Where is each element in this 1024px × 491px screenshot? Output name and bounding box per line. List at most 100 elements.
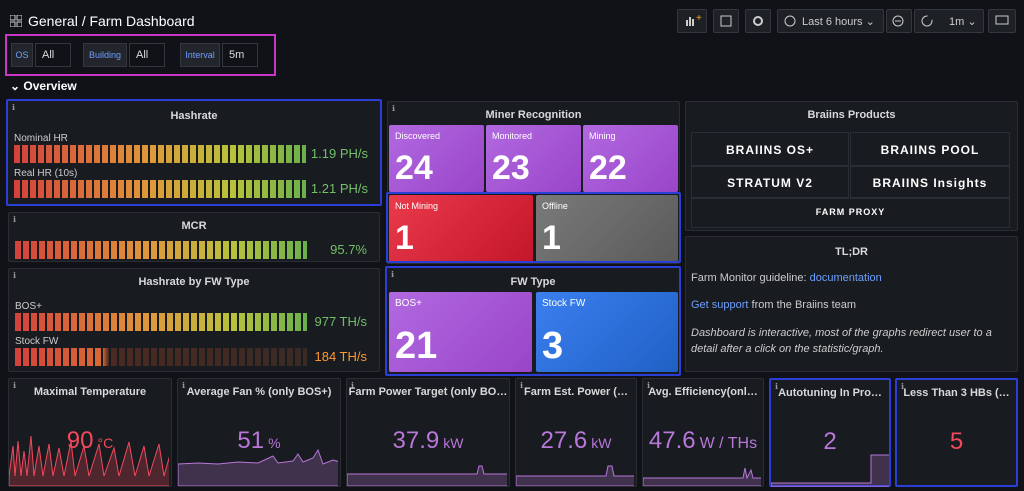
- refresh-picker[interactable]: 1m ⌄: [914, 9, 984, 33]
- refresh-interval: 1m: [949, 16, 965, 28]
- stat-panel[interactable]: ℹ Avg. Efficiency(onl… 47.6 W / THs: [642, 378, 764, 487]
- stat-panel[interactable]: ℹ Autotuning In Pro… 2: [769, 378, 891, 487]
- tile-label: Stock FW: [542, 298, 586, 309]
- stat-value: 27.6 kW: [516, 427, 636, 455]
- sparkline: [643, 467, 761, 486]
- variable-select[interactable]: All: [35, 43, 71, 67]
- panel-title: FW Type: [510, 276, 556, 288]
- link[interactable]: documentation: [809, 272, 882, 284]
- variables-bar: OS All Building All Interval 5m: [5, 34, 276, 76]
- stat-tile[interactable]: BOS+ 21: [389, 292, 532, 372]
- value: 47.6: [648, 427, 696, 454]
- stat-panel[interactable]: ℹ Less Than 3 HBs (… 5: [895, 378, 1018, 487]
- gauge-value: 95.7%: [330, 242, 367, 257]
- fw-type-panel: FW Type BOS+ 21 Stock FW 3 ℹ: [385, 266, 681, 376]
- stat-value: 47.6 W / THs: [643, 427, 763, 455]
- zoom-out-button[interactable]: [886, 9, 912, 33]
- support-line: Get support from the Braiins team: [691, 299, 856, 311]
- tile-value: 1: [395, 219, 414, 257]
- panel-title: Less Than 3 HBs (…: [903, 387, 1010, 399]
- stat-panel[interactable]: ℹ Farm Est. Power (… 27.6 kW: [515, 378, 637, 487]
- variable-label: Building: [83, 43, 127, 67]
- stat-value: 37.9 kW: [347, 427, 509, 455]
- text: from the Braiins team: [751, 299, 857, 311]
- stat-tile[interactable]: Monitored 23: [486, 125, 581, 192]
- panel-title: Hashrate: [170, 110, 218, 122]
- panel-title: Farm Est. Power (…: [524, 386, 628, 398]
- tile-value: 24: [395, 149, 433, 187]
- value: 37.9: [392, 427, 440, 454]
- sparkline: [9, 435, 169, 486]
- time-range: Last 6 hours: [802, 16, 863, 28]
- stat-tile[interactable]: Discovered 24: [389, 125, 484, 192]
- stat-tile[interactable]: Stock FW 3: [536, 292, 678, 372]
- value: 27.6: [540, 427, 588, 454]
- product-logo[interactable]: BRAIINS Insights: [850, 166, 1010, 198]
- panel-info: ℹ: [391, 270, 395, 279]
- gauge-label: BOS+: [15, 301, 42, 312]
- panel-info: ℹ: [901, 382, 905, 391]
- product-logo[interactable]: STRATUM V2: [691, 166, 849, 198]
- unit: °C: [97, 435, 114, 451]
- variable-select[interactable]: 5m: [222, 43, 258, 67]
- gauge-label: Real HR (10s): [14, 168, 78, 179]
- row-title[interactable]: ⌄ Overview: [10, 79, 77, 93]
- tile-label: Not Mining: [395, 201, 439, 211]
- braiins-products-panel: Braiins Products BRAIINS OS+ BRAIINS POOL S…: [685, 101, 1018, 231]
- add-panel-button[interactable]: +: [677, 9, 707, 33]
- tv-mode-button[interactable]: [988, 9, 1016, 33]
- mcr-panel[interactable]: MCR 95.7% ℹ: [8, 212, 380, 262]
- panel-info: ℹ: [182, 381, 186, 390]
- sparkline: [178, 448, 338, 486]
- row-title-text: Overview: [23, 79, 77, 93]
- variable-select[interactable]: All: [129, 43, 165, 67]
- sparkline: [347, 465, 507, 486]
- panel-title: Miner Recognition: [485, 109, 582, 121]
- stat-panel[interactable]: ℹ Farm Power Target (only BO… 37.9 kW: [346, 378, 510, 487]
- link[interactable]: Get support: [691, 299, 749, 311]
- value: 2: [823, 428, 837, 455]
- settings-button[interactable]: [745, 9, 771, 33]
- variable-label: OS: [11, 43, 33, 67]
- stat-tile[interactable]: Offline 1: [536, 195, 678, 262]
- apps-icon[interactable]: [9, 14, 23, 32]
- time-picker[interactable]: Last 6 hours ⌄: [777, 9, 884, 33]
- panel-info: ℹ: [392, 104, 396, 113]
- stat-tile[interactable]: Not Mining 1: [389, 195, 533, 262]
- hashrate-panel[interactable]: Hashrate Nominal HR 1.19 PH/s Real HR (10s)…: [6, 99, 382, 206]
- gauge-label: Stock FW: [15, 336, 59, 347]
- breadcrumb: General / Farm Dashboard: [28, 13, 195, 29]
- stat-panel[interactable]: ℹ Average Fan % (only BOS+) 51%: [177, 378, 341, 487]
- breadcrumb-root[interactable]: General: [28, 13, 78, 29]
- gauge-value: 977 TH/s: [314, 314, 367, 329]
- panel-info: ℹ: [12, 103, 16, 112]
- panel-title: MCR: [181, 220, 207, 232]
- panel-title: Autotuning In Pro…: [778, 387, 882, 399]
- panel-title: Average Fan % (only BOS+): [186, 386, 332, 398]
- gauge: [14, 180, 306, 198]
- tile-value: 22: [589, 149, 627, 187]
- tile-value: 1: [542, 219, 561, 257]
- note: Dashboard is interactive, most of the gr…: [691, 327, 992, 355]
- svg-text:+: +: [696, 13, 702, 24]
- tile-value: 21: [395, 325, 438, 367]
- product-logo[interactable]: FARM PROXY: [691, 198, 1010, 228]
- product-logo[interactable]: BRAIINS POOL: [850, 132, 1010, 166]
- value: 5: [949, 428, 964, 455]
- unit: kW: [591, 435, 612, 451]
- product-logo[interactable]: BRAIINS OS+: [691, 132, 849, 166]
- stat-tile[interactable]: Mining 22: [583, 125, 678, 192]
- panel-info: ℹ: [647, 381, 651, 390]
- unit: %: [268, 435, 281, 451]
- panel-info: ℹ: [520, 381, 524, 390]
- save-button[interactable]: [713, 9, 739, 33]
- tile-label: BOS+: [395, 298, 422, 309]
- breadcrumb-page: Farm Dashboard: [89, 13, 195, 29]
- stat-value: 2: [771, 428, 889, 456]
- value: 51: [237, 427, 265, 454]
- stat-panel[interactable]: ℹ Maximal Temperature 90 °C: [8, 378, 172, 487]
- hashrate-by-fw-panel[interactable]: Hashrate by FW Type BOS+ 977 TH/s Stock FW 1…: [8, 268, 380, 372]
- unit: W / THs: [699, 435, 758, 452]
- variable-label: Interval: [180, 43, 220, 67]
- panel-info: ℹ: [13, 215, 17, 224]
